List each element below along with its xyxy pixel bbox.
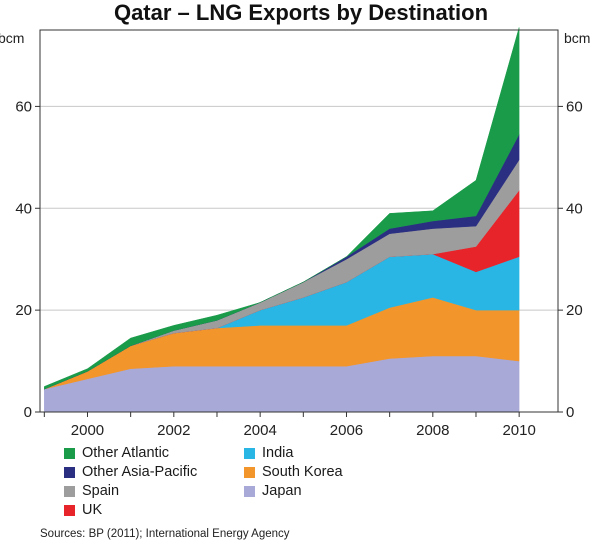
y-unit-right: bcm [564, 30, 590, 46]
y-tick-label-left-40: 40 [15, 200, 32, 217]
legend-item-india: India [244, 444, 293, 462]
legend-label-spain: Spain [82, 483, 120, 499]
x-tick-label-2010: 2010 [502, 422, 535, 439]
y-tick-label-right-20: 20 [566, 302, 583, 319]
legend-swatch-japan [244, 485, 255, 497]
legend-item-other-atlantic: Other Atlantic [64, 444, 169, 462]
y-tick-label-left-60: 60 [15, 98, 32, 115]
x-tick-label-2004: 2004 [243, 422, 276, 439]
x-tick-label-2008: 2008 [416, 422, 449, 439]
tick-labels: 0 0 20 20 40 40 60 60 2000 2002 2004 2006 2008 2010 [15, 98, 582, 439]
legend-swatch-other-atlantic [64, 447, 75, 459]
legend-item-spain: Spain [64, 482, 119, 500]
x-tick-label-2000: 2000 [71, 422, 104, 439]
tick-marks [35, 105, 563, 417]
legend-label-other-atlantic: Other Atlantic [82, 445, 170, 461]
stacked-areas [44, 27, 520, 413]
legend-label-other-asia-pacific: Other Asia-Pacific [82, 464, 198, 480]
legend-label-india: India [262, 445, 294, 461]
legend-swatch-uk [64, 504, 75, 516]
x-tick-label-2002: 2002 [157, 422, 190, 439]
legend-swatch-other-asia-pacific [64, 466, 75, 478]
legend-item-other-asia-pacific: Other Asia-Pacific [64, 463, 197, 481]
y-tick-label-right-0: 0 [566, 404, 574, 421]
y-tick-label-left-20: 20 [15, 302, 32, 319]
legend-swatch-spain [64, 485, 75, 497]
legend: Other Atlantic India Other Asia-Pacific Sou… [64, 444, 484, 522]
plot-border [39, 29, 559, 413]
y-unit-left: bcm [0, 30, 24, 46]
legend-label-uk: UK [82, 502, 103, 518]
legend-item-uk: UK [64, 501, 102, 519]
legend-label-south-korea: South Korea [262, 464, 343, 480]
area-other-atlantic [44, 27, 520, 390]
y-tick-label-right-40: 40 [566, 200, 583, 217]
chart-title: Qatar – LNG Exports by Destination [113, 0, 489, 25]
legend-swatch-south-korea [244, 466, 255, 478]
legend-label-japan: Japan [262, 483, 302, 499]
source-note: Sources: BP (2011); International Energy… [40, 528, 290, 540]
y-tick-label-right-60: 60 [566, 98, 583, 115]
legend-item-south-korea: South Korea [244, 463, 343, 481]
x-tick-label-2006: 2006 [330, 422, 363, 439]
legend-swatch-india [244, 447, 255, 459]
plot-frame [39, 29, 559, 413]
legend-item-japan: Japan [244, 482, 302, 500]
y-tick-label-left-0: 0 [24, 404, 32, 421]
